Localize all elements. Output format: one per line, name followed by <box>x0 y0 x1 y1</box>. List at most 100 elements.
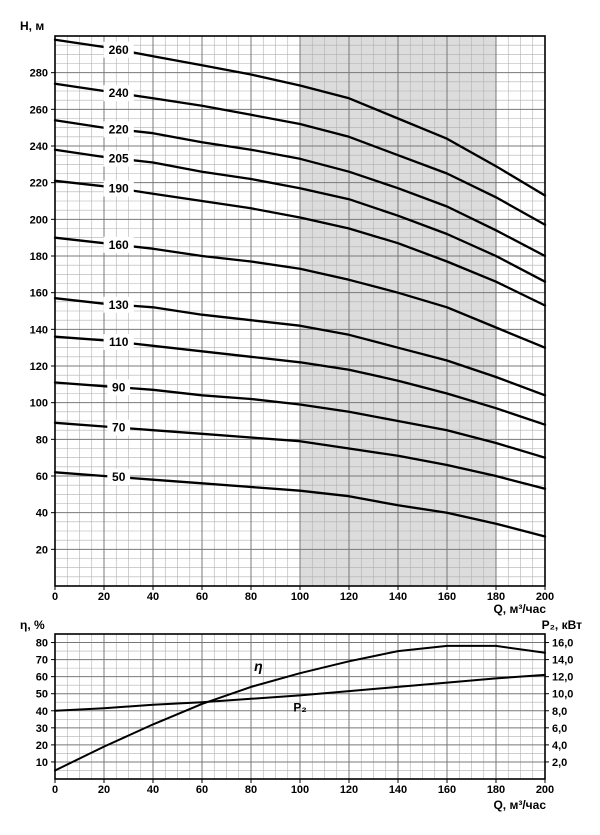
curve-50 <box>53 471 547 538</box>
curve-label-box-50 <box>107 469 131 486</box>
power-axis-title: P₂, кВт <box>542 618 583 632</box>
right-y-tick-label: 12,0 <box>552 672 573 684</box>
x-tick-label: 60 <box>196 591 208 603</box>
y-tick-label: 30 <box>36 723 48 735</box>
y-tick-label: 40 <box>36 706 48 718</box>
axis-ticks-and-labels: 0 20 40 60 80 100 120 140 160 180 200 10 20 30 40 50 60 7… <box>36 638 574 796</box>
curve-label-90: 90 <box>112 380 126 394</box>
x-tick-label: 80 <box>245 591 257 603</box>
curve-label-box-70 <box>107 419 131 436</box>
y-tick-label: 60 <box>36 471 48 483</box>
curve-label-205: 205 <box>109 152 129 166</box>
curve-240 <box>53 82 547 226</box>
y-tick-label: 50 <box>36 689 48 701</box>
major-grid <box>55 36 545 586</box>
head-chart-plot: 0 20 40 60 80 100 120 140 160 180 200 20 40 60 80 100 12… <box>30 35 555 603</box>
curve-label-70: 70 <box>112 421 126 435</box>
x-tick-label: 20 <box>98 784 110 796</box>
curve-label-box-160 <box>103 236 134 253</box>
curve-110 <box>53 335 547 426</box>
y-tick-label: 20 <box>36 544 48 556</box>
curve-130 <box>53 297 547 397</box>
x-tick-label: 160 <box>438 784 456 796</box>
y-tick-label: 70 <box>36 655 48 667</box>
curve-label-220: 220 <box>109 122 129 136</box>
y-tick-label: 40 <box>36 508 48 520</box>
curve-label-box-205 <box>103 150 134 167</box>
x-tick-label: 0 <box>52 784 58 796</box>
y-tick-label: 260 <box>30 104 48 116</box>
y-tick-label: 140 <box>30 324 48 336</box>
curve-label-260: 260 <box>109 43 129 57</box>
x-tick-label: 20 <box>98 591 110 603</box>
curve-220 <box>53 119 547 258</box>
curve-label-box-90 <box>107 379 131 396</box>
x-tick-label: 140 <box>389 784 407 796</box>
y-tick-label: 120 <box>30 361 48 373</box>
curve-label-160: 160 <box>109 238 129 252</box>
y-tick-label: 20 <box>36 740 48 752</box>
right-y-tick-label: 6,0 <box>552 723 567 735</box>
major-grid <box>55 634 545 779</box>
y-tick-label: 180 <box>30 251 48 263</box>
curve-η <box>54 644 546 772</box>
flow-axis-title-bottom: Q, м³/час <box>493 798 546 812</box>
y-tick-label: 10 <box>36 757 48 769</box>
x-tick-label: 200 <box>536 784 554 796</box>
right-y-tick-label: 4,0 <box>552 740 567 752</box>
x-tick-label: 40 <box>147 784 159 796</box>
x-tick-label: 60 <box>196 784 208 796</box>
x-tick-label: 120 <box>340 591 358 603</box>
y-tick-label: 160 <box>30 288 48 300</box>
curve-260 <box>53 38 547 197</box>
y-tick-label: 280 <box>30 68 48 80</box>
x-tick-label: 200 <box>536 591 554 603</box>
curve-label-240: 240 <box>109 86 129 100</box>
curve-P₂ <box>54 673 546 712</box>
curve-label-box-240 <box>103 85 134 102</box>
head-flow-chart: 0 20 40 60 80 100 120 140 160 180 200 20 40 60 80 100 12… <box>20 19 555 616</box>
curve-label-190: 190 <box>109 182 129 196</box>
curve-90 <box>53 381 547 459</box>
x-tick-label: 100 <box>291 784 309 796</box>
curve-label-box-220 <box>103 121 134 138</box>
curve-70 <box>53 421 547 490</box>
x-tick-label: 140 <box>389 591 407 603</box>
x-tick-label: 40 <box>147 591 159 603</box>
right-y-tick-label: 8,0 <box>552 706 567 718</box>
curve-label-box-260 <box>103 41 134 58</box>
right-y-tick-label: 2,0 <box>552 757 567 769</box>
axis-ticks-and-labels: 0 20 40 60 80 100 120 140 160 180 200 20 40 60 80 100 12… <box>30 68 555 603</box>
y-tick-label: 220 <box>30 178 48 190</box>
y-tick-label: 200 <box>30 214 48 226</box>
y-tick-label: 80 <box>36 638 48 650</box>
x-tick-label: 0 <box>52 591 58 603</box>
curve-label-110: 110 <box>109 335 129 349</box>
x-tick-label: 180 <box>487 591 505 603</box>
y-tick-label: 60 <box>36 672 48 684</box>
y-tick-label: 80 <box>36 434 48 446</box>
x-tick-label: 160 <box>438 591 456 603</box>
curve-label-box-190 <box>103 180 134 197</box>
curve-label-η: η <box>254 658 263 674</box>
right-y-tick-label: 10,0 <box>552 689 573 701</box>
efficiency-chart-plot: 0 20 40 60 80 100 120 140 160 180 200 10 20 30 40 50 60 7… <box>36 633 574 796</box>
curve-label-50: 50 <box>112 470 126 484</box>
x-tick-label: 120 <box>340 784 358 796</box>
curve-label-box-130 <box>103 296 134 313</box>
curve-label-box-110 <box>103 333 134 350</box>
curve-205 <box>53 148 547 283</box>
head-axis-title: H, м <box>20 19 44 33</box>
x-tick-label: 100 <box>291 591 309 603</box>
curve-label-P₂: P₂ <box>293 700 306 714</box>
flow-axis-title-top: Q, м³/час <box>493 602 546 616</box>
curve-160 <box>53 236 547 349</box>
right-y-tick-label: 14,0 <box>552 655 573 667</box>
x-tick-label: 80 <box>245 784 257 796</box>
efficiency-axis-title: η, % <box>20 618 45 632</box>
curve-190 <box>53 179 547 307</box>
x-tick-label: 180 <box>487 784 505 796</box>
efficiency-power-chart: 0 20 40 60 80 100 120 140 160 180 200 10 20 30 40 50 60 7… <box>20 618 583 812</box>
y-tick-label: 240 <box>30 141 48 153</box>
